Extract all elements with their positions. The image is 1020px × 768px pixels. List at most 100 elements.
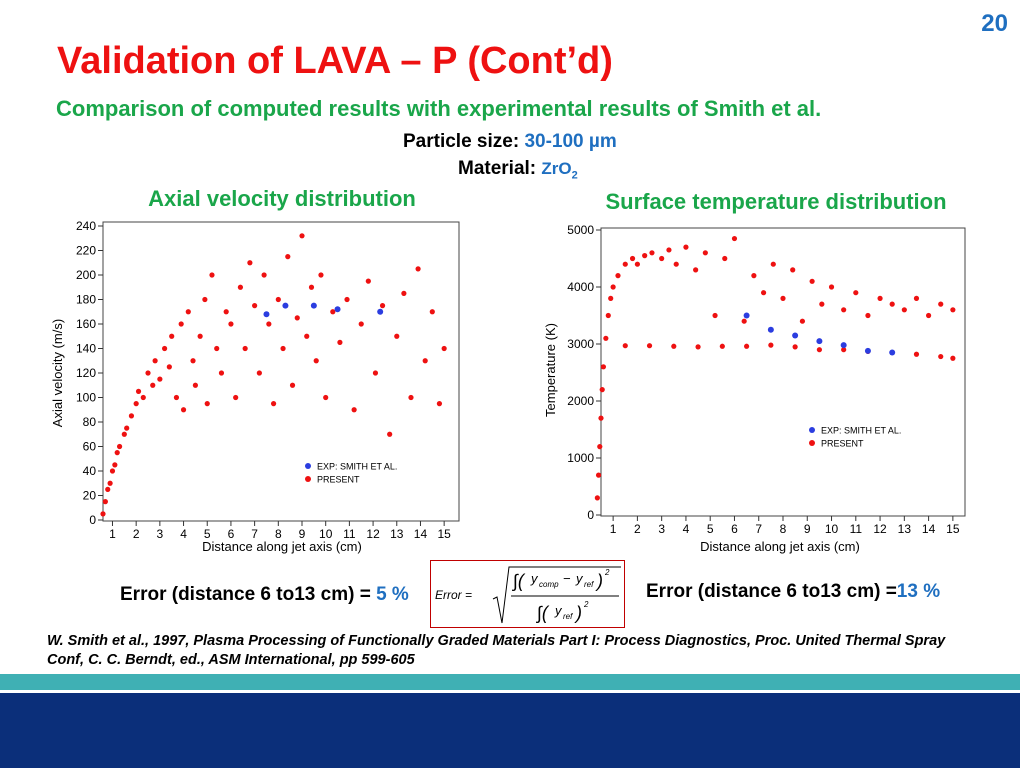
x-tick-label: 12	[366, 527, 380, 541]
data-point	[597, 444, 603, 450]
x-tick-label: 9	[804, 522, 811, 536]
data-point	[394, 333, 400, 339]
data-point	[197, 333, 203, 339]
data-point	[145, 370, 151, 376]
var: y	[530, 571, 539, 586]
x-tick-label: 9	[299, 527, 306, 541]
data-point	[185, 309, 191, 315]
sub: ref	[563, 612, 573, 621]
data-point	[192, 382, 198, 388]
data-point	[372, 370, 379, 376]
data-point	[722, 255, 728, 262]
particle-size: Particle size: 30-100 µm	[403, 131, 617, 153]
data-point	[901, 307, 907, 313]
data-point	[365, 278, 371, 284]
data-point	[109, 468, 116, 474]
data-point	[702, 250, 708, 256]
data-point	[780, 295, 786, 301]
data-point	[605, 312, 611, 319]
radical	[492, 566, 621, 624]
y-axis-label: Axial velocity (m/s)	[50, 319, 65, 427]
value: 30-100 µm	[524, 131, 617, 152]
legend-label: PRESENT	[317, 475, 360, 485]
data-point	[719, 343, 725, 349]
data-point	[415, 266, 421, 272]
data-point	[816, 338, 823, 345]
data-point	[792, 344, 798, 350]
data-point	[334, 306, 341, 313]
x-tick-label: 14	[922, 522, 936, 536]
y-tick-label: 20	[83, 489, 97, 503]
data-point	[659, 255, 665, 262]
data-point	[615, 273, 621, 279]
data-point	[629, 255, 636, 262]
data-point	[790, 267, 796, 273]
x-tick-label: 7	[755, 522, 762, 536]
x-tick-label: 11	[850, 522, 863, 536]
legend-marker	[809, 440, 815, 446]
data-point	[152, 358, 158, 364]
x-tick-label: 3	[157, 527, 164, 541]
data-point	[218, 370, 225, 376]
data-point	[634, 261, 641, 267]
data-point	[204, 401, 210, 407]
data-point	[214, 345, 220, 352]
x-tick-label: 1	[610, 522, 617, 536]
y-tick-label: 240	[76, 219, 96, 233]
data-point	[133, 401, 139, 407]
x-tick-label: 4	[683, 522, 690, 536]
y-tick-label: 80	[83, 415, 97, 429]
data-point	[950, 307, 956, 313]
data-point	[289, 382, 296, 388]
y-tick-label: 160	[76, 317, 96, 331]
data-point	[671, 343, 677, 349]
data-point	[285, 254, 291, 260]
formula-text: ZrO	[541, 159, 572, 178]
data-point	[422, 358, 428, 364]
sub: ref	[584, 580, 594, 589]
data-point	[819, 301, 825, 307]
footer-band	[0, 693, 1020, 768]
sub: comp	[539, 580, 559, 589]
data-point	[128, 413, 135, 419]
data-point	[401, 290, 407, 296]
data-point	[318, 272, 324, 278]
data-point	[683, 244, 689, 250]
data-point	[889, 349, 896, 356]
data-point	[809, 278, 815, 284]
data-point	[223, 309, 229, 315]
data-point	[173, 394, 180, 401]
data-point	[673, 261, 679, 267]
data-point	[169, 333, 175, 339]
value: 13 %	[896, 581, 941, 602]
var: y	[554, 603, 563, 618]
data-point	[263, 311, 270, 318]
data-point	[599, 387, 605, 393]
x-tick-label: 15	[437, 527, 451, 541]
label: Particle size:	[403, 131, 520, 152]
data-point	[114, 450, 120, 456]
data-point	[202, 296, 208, 303]
data-point	[266, 321, 272, 327]
data-point	[387, 431, 393, 437]
x-tick-label: 14	[414, 527, 428, 541]
x-tick-label: 13	[898, 522, 912, 536]
x-tick-label: 13	[390, 527, 404, 541]
data-point	[938, 353, 944, 360]
data-point	[242, 345, 248, 352]
y-tick-label: 40	[83, 464, 97, 478]
formula-lhs: Error =	[435, 588, 472, 602]
x-tick-label: 15	[946, 522, 960, 536]
x-tick-label: 11	[343, 527, 356, 541]
legend-label: EXP: SMITH ET AL.	[317, 462, 397, 472]
data-point	[828, 284, 835, 290]
data-point	[310, 302, 317, 309]
data-point	[767, 326, 774, 333]
data-point	[712, 312, 718, 319]
y-tick-label: 5000	[567, 223, 594, 237]
legend-marker	[809, 427, 815, 433]
data-point	[853, 290, 859, 296]
data-point	[603, 335, 609, 341]
data-point	[695, 344, 701, 350]
